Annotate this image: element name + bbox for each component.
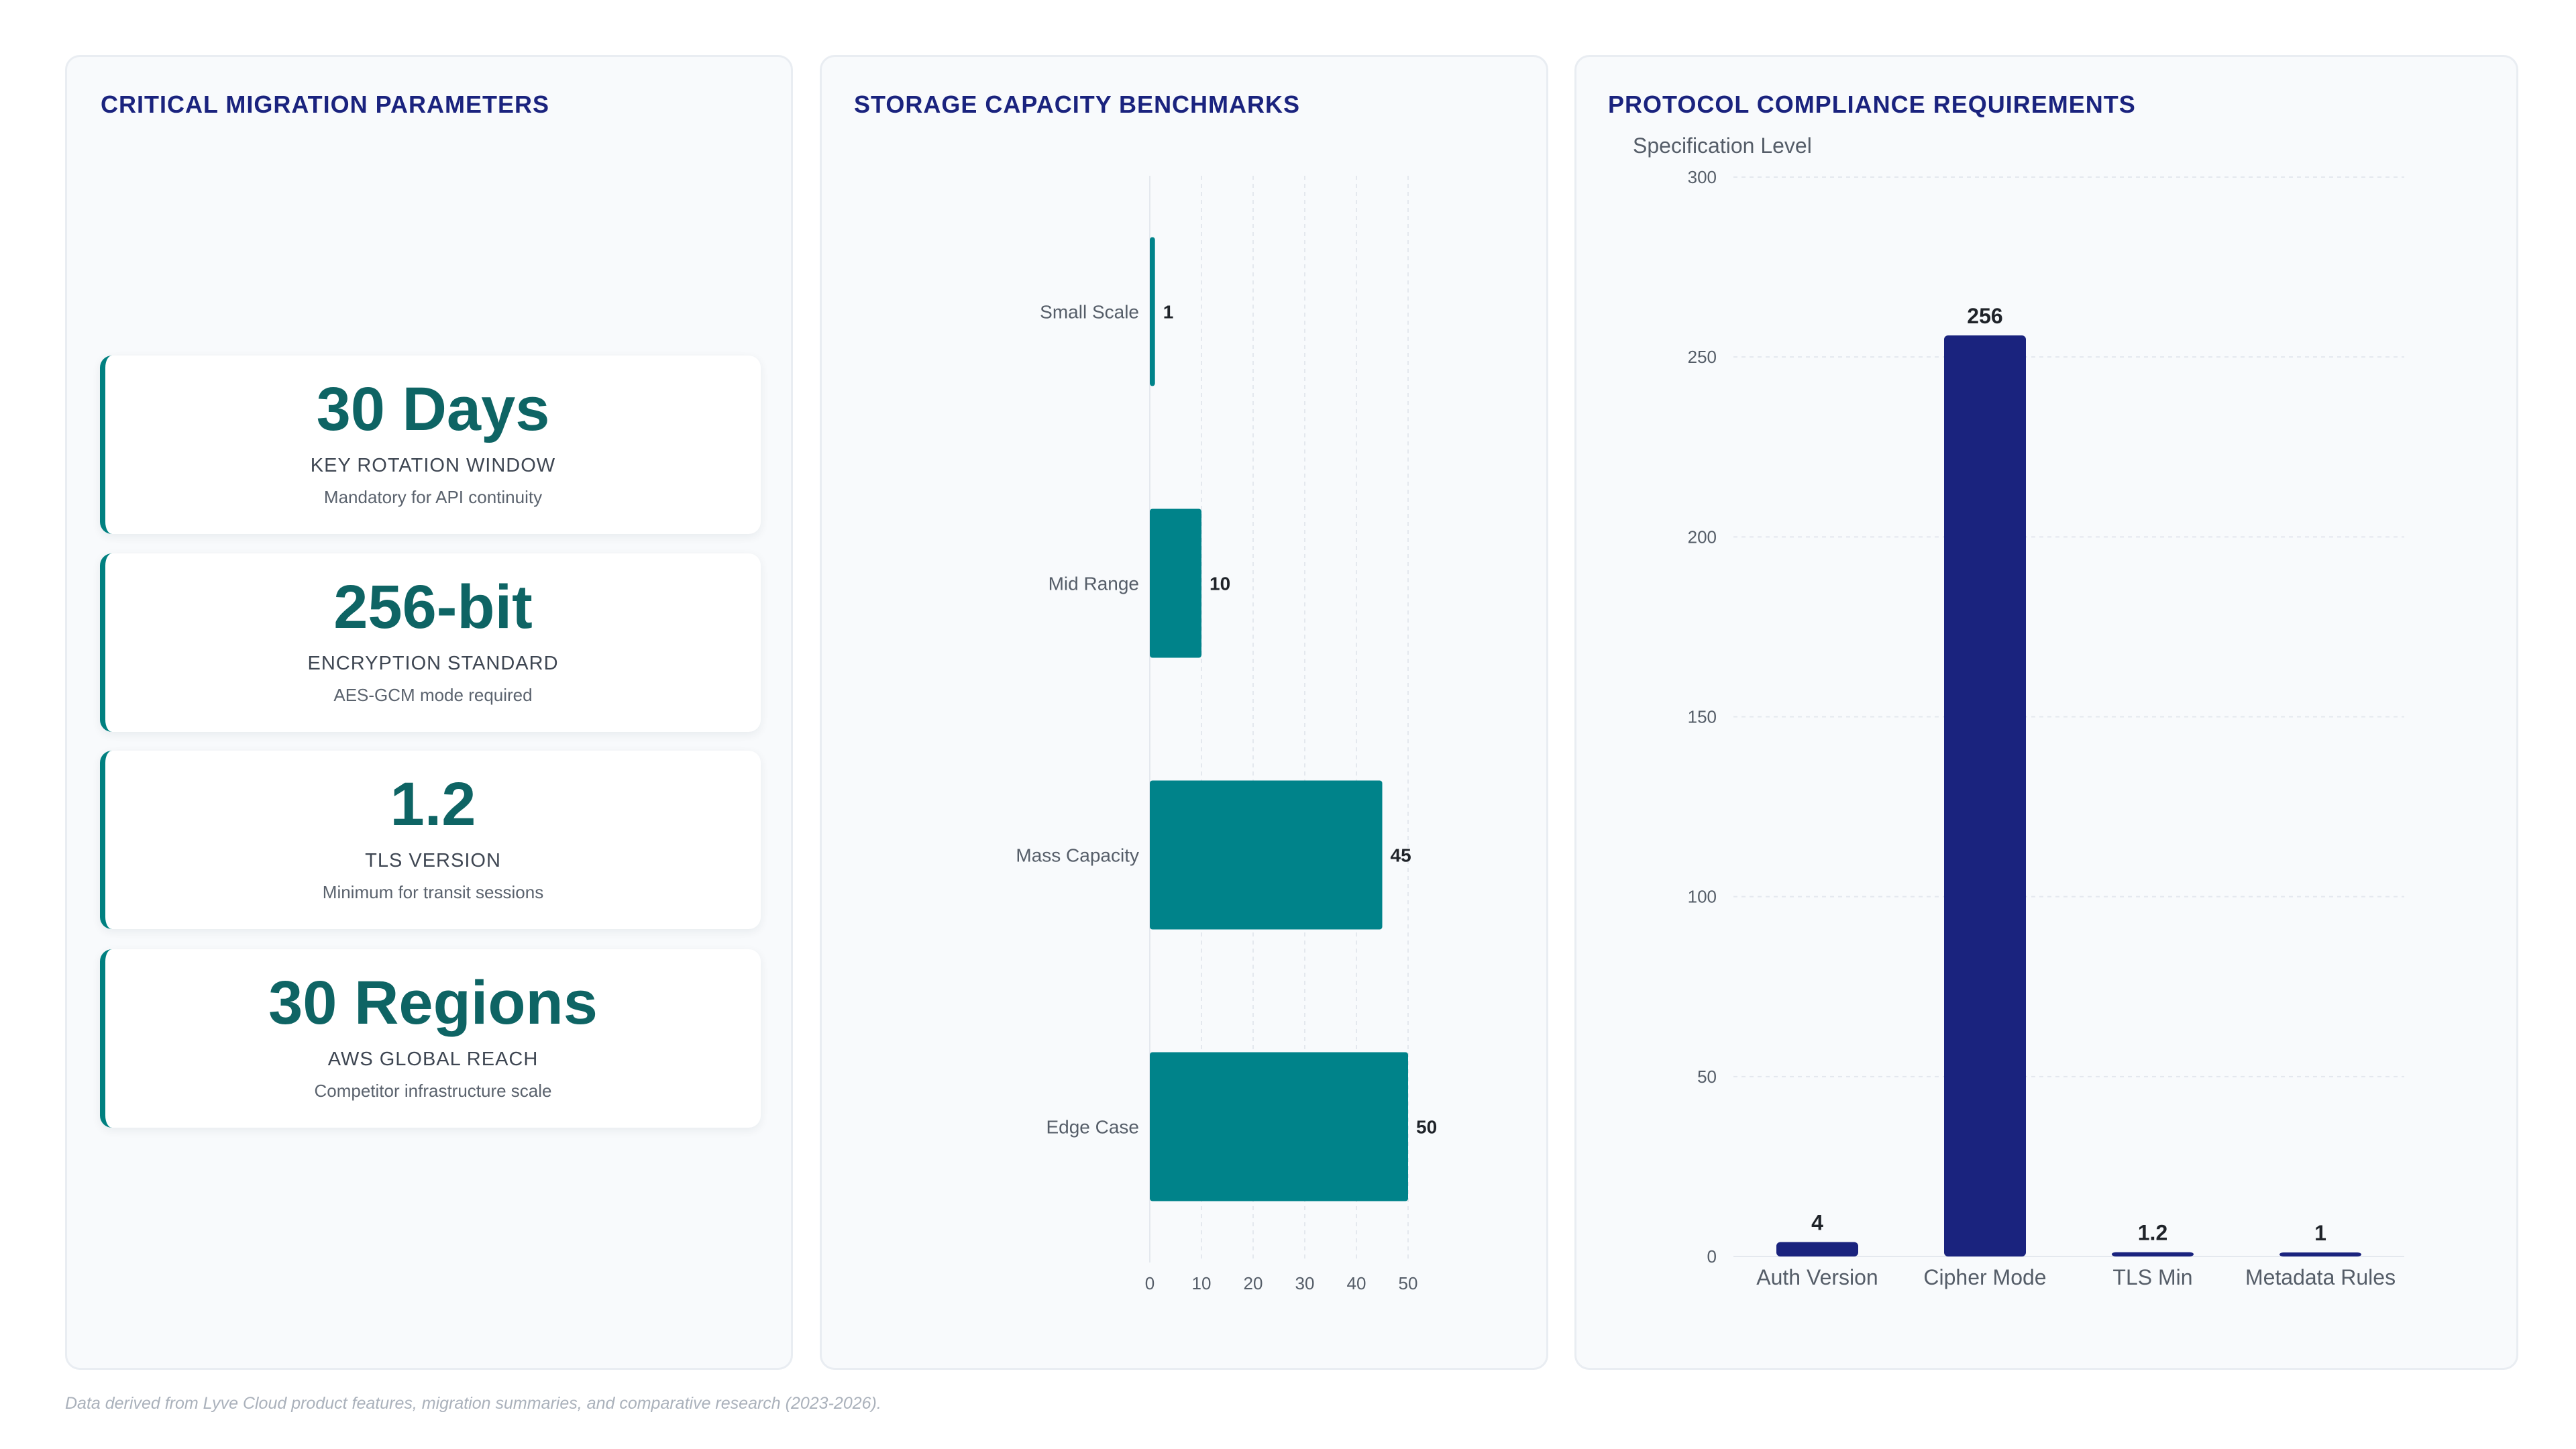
bar: [2279, 1252, 2361, 1256]
bar: [1150, 237, 1155, 386]
bar: [1944, 335, 2026, 1256]
x-tick-label: Auth Version: [1756, 1265, 1878, 1289]
storage-capacity-chart: 0 10 20 30 40 50 Small Scale 1 Mid Range 10 Mass C…: [1016, 176, 1437, 1293]
x-tick-label: 30: [1295, 1273, 1315, 1293]
bar-value-label: 50: [1416, 1117, 1437, 1138]
category-label: Mid Range: [1049, 574, 1139, 594]
metric-card-tls-version: 1.2 TLS VERSION Minimum for transit sess…: [100, 751, 761, 929]
y-tick-label: 200: [1688, 527, 1717, 547]
x-tick-label: 10: [1192, 1273, 1212, 1293]
bar-value-label: 1: [1163, 302, 1174, 323]
category-label: Edge Case: [1046, 1117, 1139, 1138]
x-tick-label: Metadata Rules: [2245, 1265, 2396, 1289]
x-tick-label: 40: [1347, 1273, 1366, 1293]
metric-label: ENCRYPTION STANDARD: [307, 653, 559, 674]
metric-description: Mandatory for API continuity: [323, 487, 543, 507]
panel-title: STORAGE CAPACITY BENCHMARKS: [854, 91, 1301, 118]
bar-value-label: 10: [1210, 574, 1230, 594]
metric-value: 30 Days: [316, 375, 550, 443]
bar: [1776, 1242, 1858, 1256]
metric-description: AES-GCM mode required: [333, 685, 533, 705]
bar: [1150, 1052, 1408, 1201]
metric-card-key-rotation: 30 Days KEY ROTATION WINDOW Mandatory fo…: [100, 356, 761, 534]
bar: [1150, 780, 1383, 930]
x-tick-label: 50: [1399, 1273, 1418, 1293]
y-tick-label: 300: [1688, 167, 1717, 187]
metric-value: 30 Regions: [268, 969, 598, 1037]
bar-value-label: 45: [1391, 845, 1411, 866]
x-tick-label: Cipher Mode: [1923, 1265, 2046, 1289]
metric-label: AWS GLOBAL REACH: [327, 1049, 539, 1070]
bar-value-label: 4: [1811, 1211, 1823, 1235]
y-tick-label: 100: [1688, 887, 1717, 907]
bar-value-label: 1: [2314, 1221, 2326, 1245]
source-footnote: Data derived from Lyve Cloud product fea…: [65, 1394, 881, 1413]
category-label: Small Scale: [1040, 302, 1139, 323]
panel-title: CRITICAL MIGRATION PARAMETERS: [101, 91, 549, 118]
y-axis-title: Specification Level: [1633, 133, 1812, 158]
y-tick-label: 250: [1688, 347, 1717, 367]
panel-title: PROTOCOL COMPLIANCE REQUIREMENTS: [1608, 91, 2136, 118]
bar: [1150, 508, 1201, 658]
metric-card-encryption: 256-bit ENCRYPTION STANDARD AES-GCM mode…: [100, 553, 761, 732]
metric-description: Competitor infrastructure scale: [314, 1081, 552, 1101]
metric-value: 1.2: [390, 770, 476, 839]
bar-value-label: 256: [1967, 304, 2002, 328]
metric-label: KEY ROTATION WINDOW: [310, 455, 556, 476]
metric-card-global-reach: 30 Regions AWS GLOBAL REACH Competitor i…: [100, 949, 761, 1128]
bar: [2112, 1252, 2194, 1256]
migration-parameters-panel: CRITICAL MIGRATION PARAMETERS 30 Days KE…: [65, 55, 793, 1370]
metric-description: Minimum for transit sessions: [322, 882, 544, 902]
y-tick-label: 150: [1688, 707, 1717, 727]
category-label: Mass Capacity: [1016, 845, 1139, 866]
protocol-compliance-panel: PROTOCOL COMPLIANCE REQUIREMENTS: [1574, 55, 2518, 1370]
y-tick-label: 50: [1697, 1067, 1717, 1087]
metric-label: TLS VERSION: [365, 850, 501, 871]
metric-value: 256-bit: [333, 573, 533, 641]
x-tick-label: 20: [1244, 1273, 1263, 1293]
y-tick-label: 0: [1707, 1246, 1717, 1267]
x-tick-label: 0: [1145, 1273, 1155, 1293]
bar-value-label: 1.2: [2138, 1221, 2167, 1245]
x-tick-label: TLS Min: [2112, 1265, 2192, 1289]
protocol-compliance-chart: Specification Level 0 50 100 150 200 250 300 4 Au…: [1633, 133, 2404, 1289]
